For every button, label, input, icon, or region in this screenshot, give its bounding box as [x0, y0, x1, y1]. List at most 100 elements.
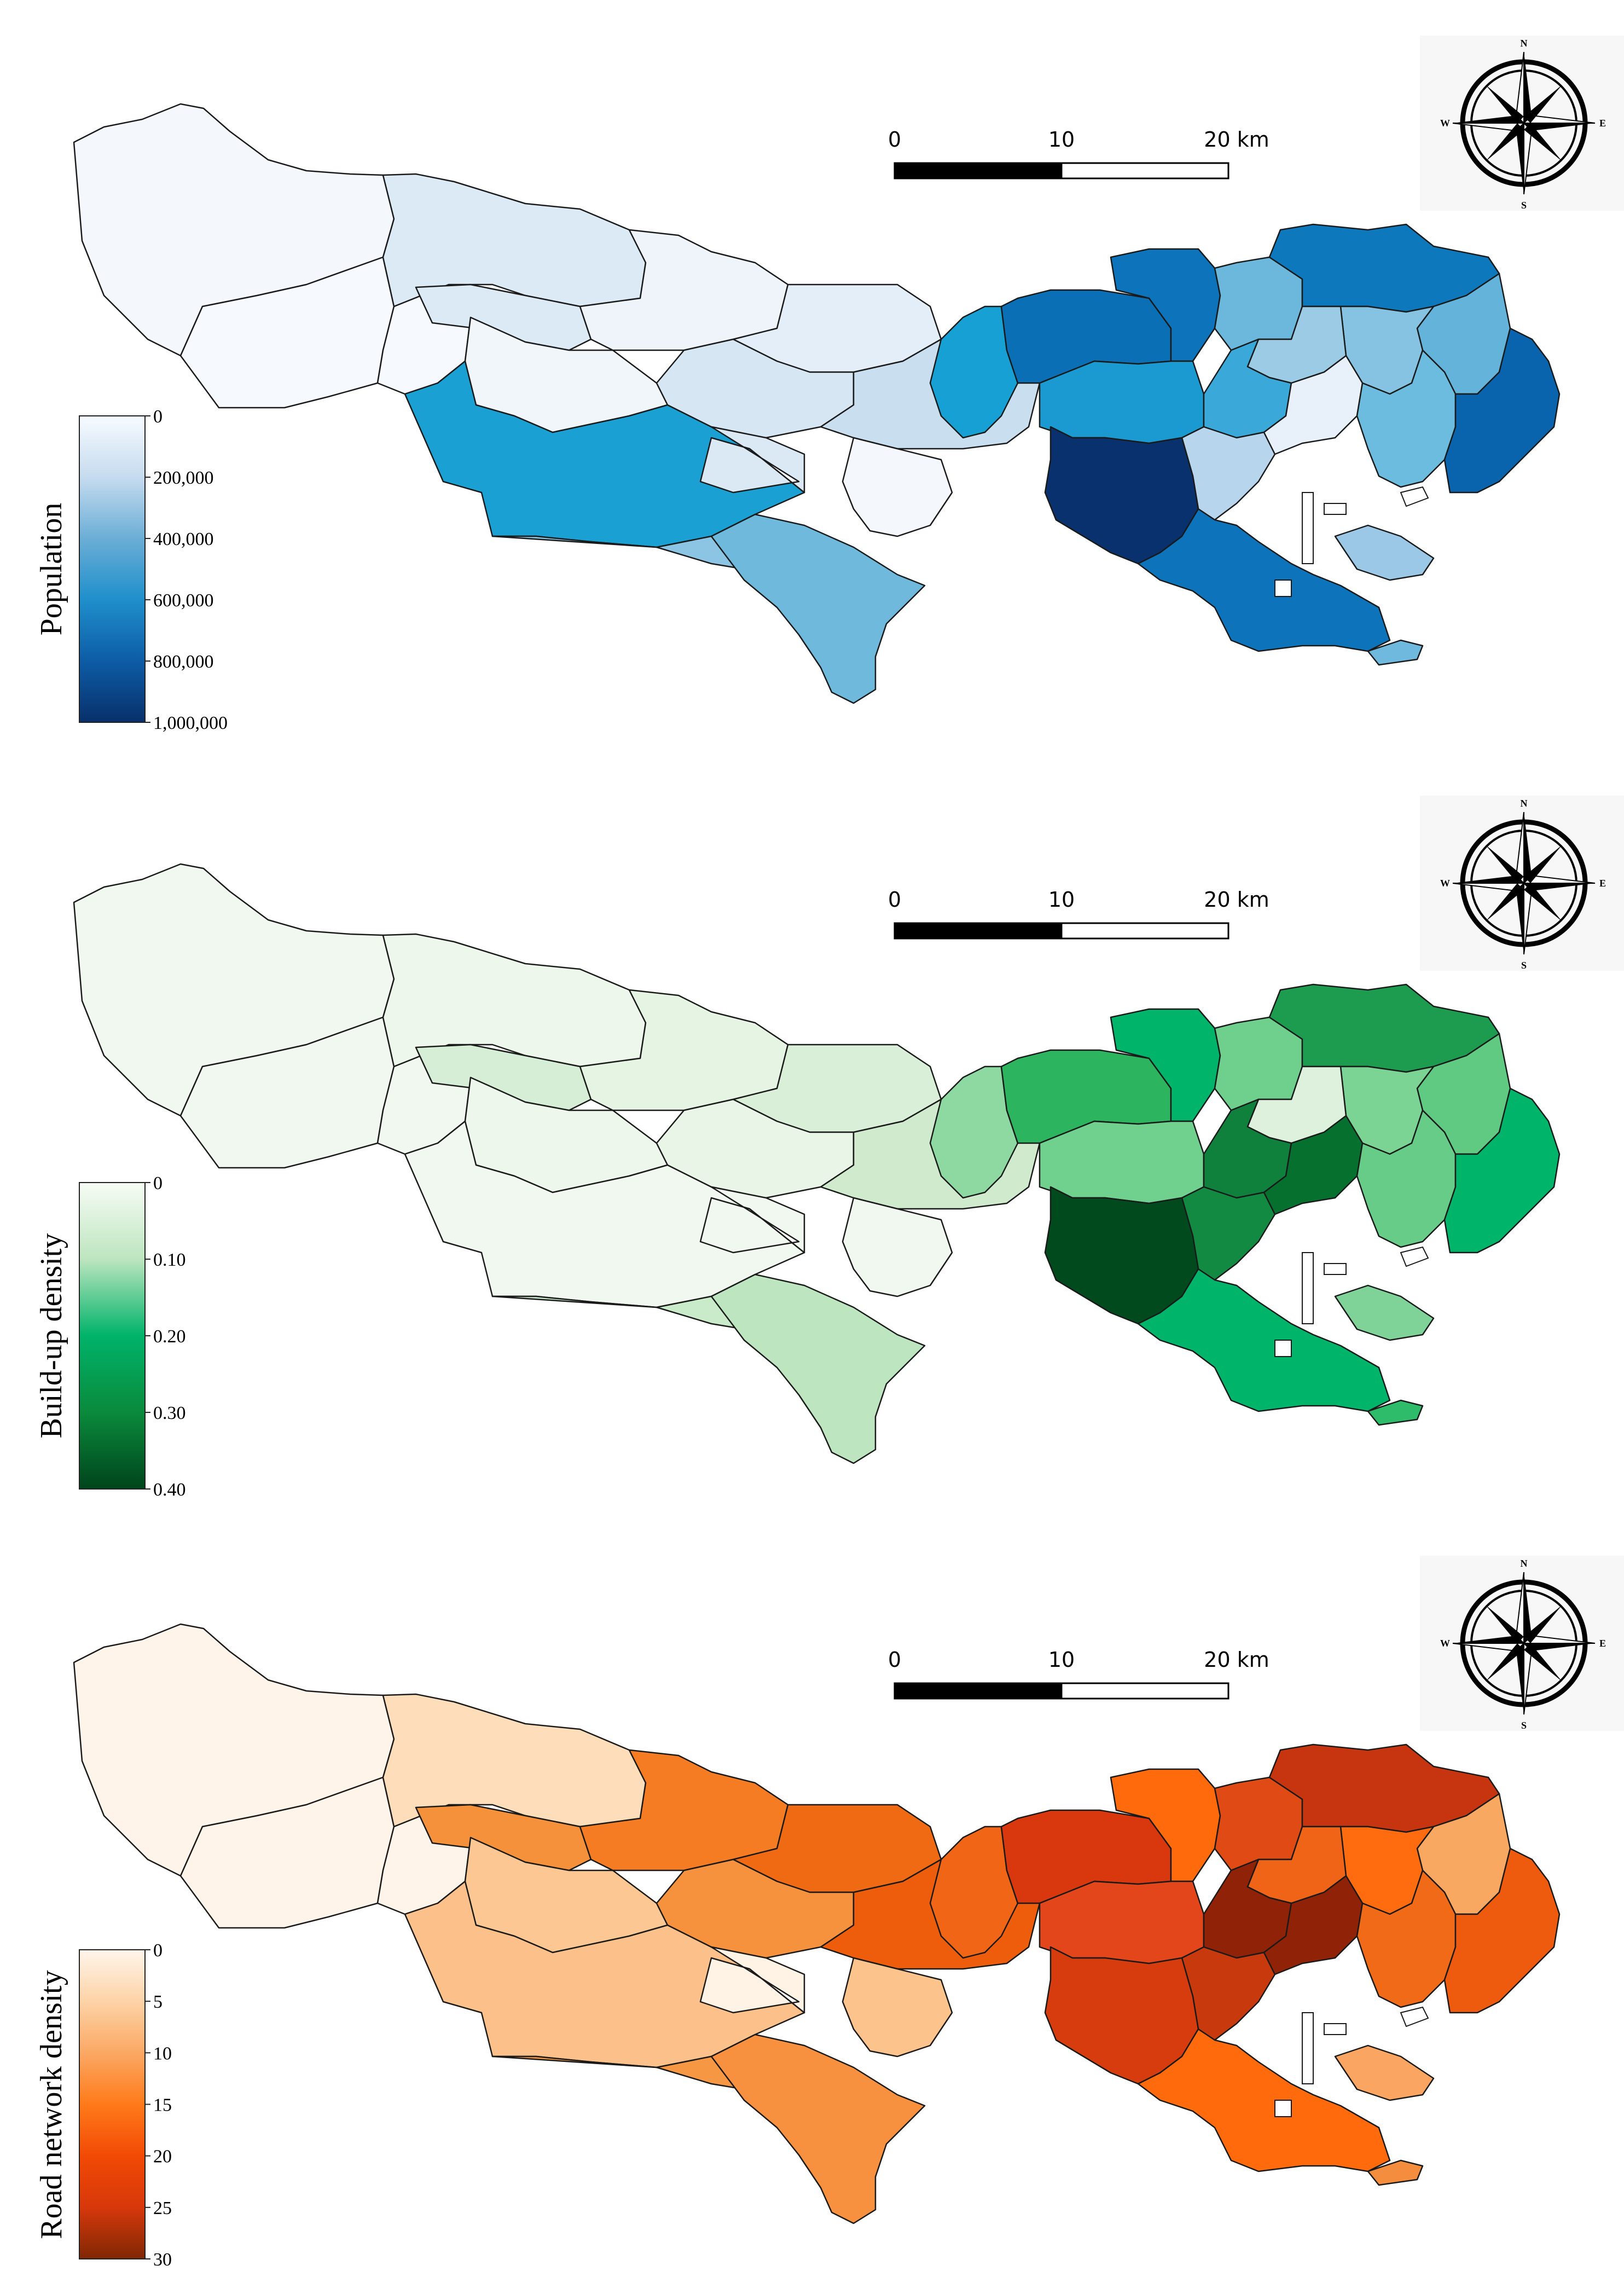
region-e12b	[1137, 1268, 1391, 1412]
legend-tick-label: 30	[153, 2250, 172, 2270]
region-south-strip	[491, 1295, 745, 1330]
region-south-strip	[491, 535, 745, 570]
region-e12b	[1137, 2028, 1391, 2172]
region-bay2	[1367, 2159, 1424, 2186]
region-c6	[842, 1197, 953, 1297]
scale-bar: 0 10 20 km	[888, 888, 1269, 940]
legend-tick-label: 0.30	[153, 1403, 186, 1423]
region-c5	[699, 1186, 805, 1254]
region-e5	[1110, 248, 1221, 362]
legend: 0 200,000 400,000 600,000 800,000 1,000,000 P…	[34, 407, 228, 733]
compass-w: W	[1440, 118, 1450, 129]
legend-tick-label: 25	[153, 2198, 172, 2218]
region-south-tail	[710, 1273, 926, 1464]
legend-tick-label: 0	[153, 1173, 163, 1193]
scale-label-20: 20 km	[1204, 1648, 1269, 1672]
legend-colorbar	[79, 1949, 146, 2259]
compass-w: W	[1440, 1638, 1450, 1649]
compass-n: N	[1521, 1558, 1528, 1569]
compass-s: S	[1521, 1720, 1527, 1731]
region-bay1	[1334, 524, 1435, 581]
region-south-strip	[491, 2055, 745, 2090]
region-bay1	[1334, 1284, 1435, 1341]
region-c5	[699, 1946, 805, 2014]
legend-title: Population	[34, 503, 68, 636]
region-mid-n2	[415, 283, 592, 351]
region-c5	[699, 426, 805, 494]
region-e1	[1039, 360, 1205, 444]
buildup-density-map: 0 10 20 km N S E W 00.100.200.300.40 Bu	[34, 796, 1624, 1500]
region-mid-n2	[415, 1804, 592, 1871]
compass-e: E	[1599, 118, 1606, 129]
region-e4	[929, 1065, 1019, 1199]
legend: 0 0.10 0.20 0.30 0.40 Build-up density	[34, 1173, 186, 1500]
harbor-piers	[1274, 486, 1429, 597]
region-south-tail	[710, 2033, 926, 2224]
legend-tick-label: 5	[153, 1992, 163, 2012]
compass-n: N	[1521, 798, 1528, 809]
compass-s: S	[1521, 200, 1527, 211]
legend-tick-label: 1,000,000	[153, 713, 228, 733]
legend-tick-label: 0	[153, 407, 163, 427]
compass-s: S	[1521, 960, 1527, 971]
legend-tick-label: 0.40	[153, 1480, 186, 1500]
legend-tick-label: 0.20	[153, 1326, 186, 1347]
region-c6	[842, 437, 953, 537]
region-c6	[842, 1957, 953, 2058]
population-map-panel: 0 10 20 km N S E W 0 200,000 400,000 600,00…	[0, 0, 1624, 760]
region-e1	[1039, 1120, 1205, 1204]
scale-label-10: 10	[1048, 128, 1075, 152]
compass-e: E	[1599, 878, 1606, 889]
scale-label-20: 20 km	[1204, 128, 1269, 152]
region-south-tail	[710, 513, 926, 704]
scale-label-0: 0	[888, 128, 901, 152]
scale-label-10: 10	[1048, 888, 1075, 912]
legend-tick-label: 0	[153, 1940, 163, 1961]
legend: 0 5 10 15 20 25 30 Road network density	[34, 1940, 172, 2270]
legend-title: Road network density	[34, 1970, 68, 2239]
region-mid-n2	[415, 1044, 592, 1111]
scale-label-0: 0	[888, 1648, 901, 1672]
harbor-piers	[1274, 1246, 1429, 1357]
harbor-piers	[1274, 2006, 1429, 2117]
scale-label-10: 10	[1048, 1648, 1075, 1672]
region-bay2	[1367, 1399, 1424, 1426]
legend-colorbar	[79, 415, 146, 723]
legend-colorbar	[79, 1182, 146, 1490]
region-e15	[1356, 349, 1457, 488]
compass-rose: N S E W	[1420, 796, 1624, 971]
scale-bar: 0 10 20 km	[888, 1648, 1269, 1700]
legend-tick-label: 0.10	[153, 1250, 186, 1270]
compass-w: W	[1440, 878, 1450, 889]
region-e12b	[1137, 508, 1391, 652]
scale-label-0: 0	[888, 888, 901, 912]
legend-tick-label: 600,000	[153, 590, 214, 611]
legend-tick-label: 800,000	[153, 652, 214, 672]
region-bay2	[1367, 639, 1424, 666]
legend-tick-label: 200,000	[153, 468, 214, 488]
buildup-density-map-panel: 0 10 20 km N S E W 0 0.10 0.20 0.30 0.40 Bu	[0, 760, 1624, 1520]
region-e15	[1356, 1109, 1457, 1248]
legend-tick-label: 400,000	[153, 529, 214, 549]
region-e12	[1443, 327, 1561, 494]
compass-e: E	[1599, 1638, 1606, 1649]
legend-title: Build-up density	[34, 1233, 68, 1439]
compass-rose: N S E W	[1420, 1556, 1624, 1731]
population-map: 0 10 20 km N S E W 0 200,000 400,000 600,00…	[34, 36, 1624, 733]
compass-n: N	[1521, 38, 1528, 49]
region-e4	[929, 1826, 1019, 1959]
legend-tick-label: 10	[153, 2043, 172, 2064]
scale-label-20: 20 km	[1204, 888, 1269, 912]
scale-bar: 0 10 20 km	[888, 128, 1269, 179]
region-e12	[1443, 1847, 1561, 2014]
region-e15	[1356, 1869, 1457, 2008]
legend-tick-label: 20	[153, 2147, 172, 2167]
compass-rose: N S E W	[1420, 36, 1624, 211]
legend-tick-label: 15	[153, 2095, 172, 2116]
region-e4	[929, 305, 1019, 439]
region-bay1	[1334, 2044, 1435, 2101]
region-e5	[1110, 1768, 1221, 1882]
road-network-density-map-panel: 0 10 20 km N S E W 0 5 10 15 20 25 30 Road ne	[0, 1520, 1624, 2280]
region-e12	[1443, 1087, 1561, 1254]
